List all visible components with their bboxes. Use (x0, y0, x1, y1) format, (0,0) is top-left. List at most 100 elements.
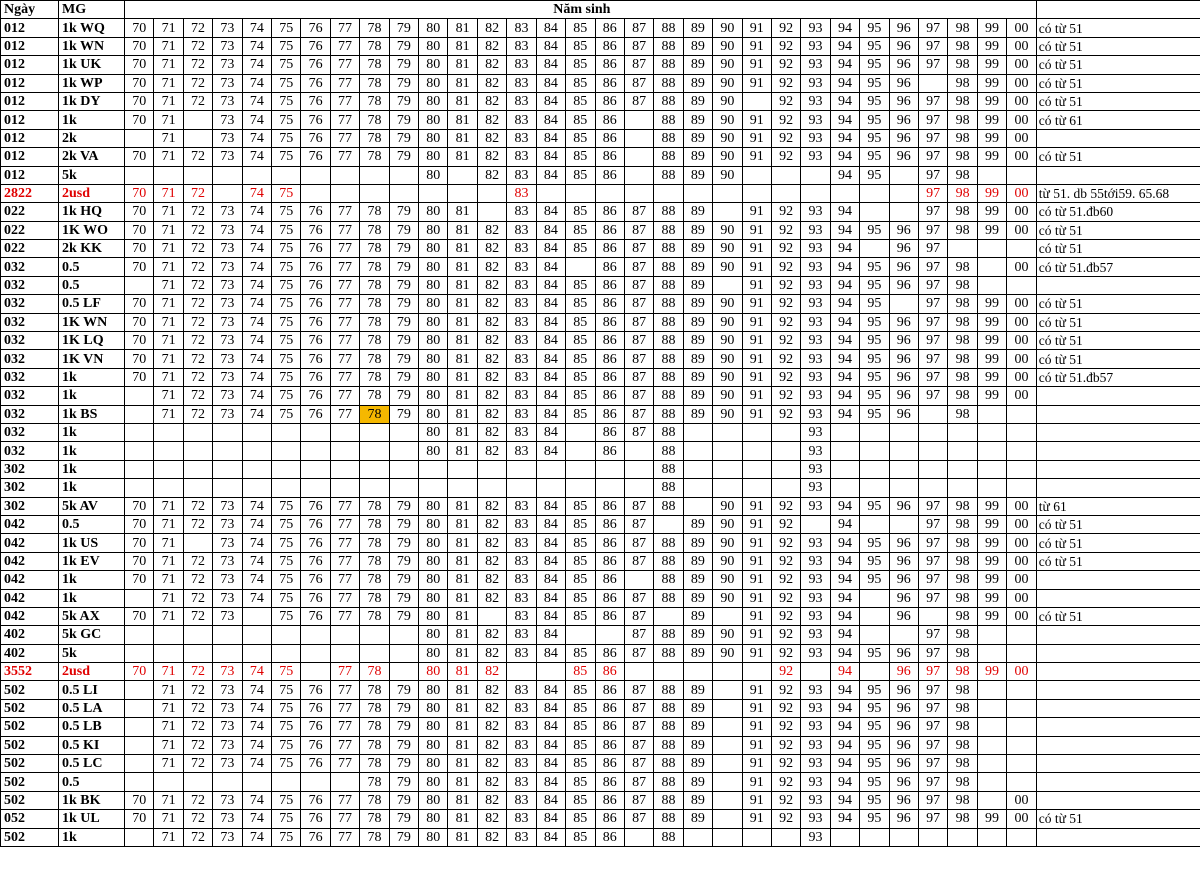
year-cell (859, 827, 890, 847)
table-row: 032 0.5 70 71 72 73 74 75 76 77 78 79 80 81 82 83 84 86 87… (0, 257, 1200, 277)
year-cell: 84 (535, 239, 567, 259)
year-cell: 80 (418, 441, 449, 461)
mg-cell: 0.5 LC (58, 754, 125, 774)
year-cell: 75 (271, 606, 302, 627)
year-cell: 76 (300, 717, 331, 737)
year-cell: 78 (359, 754, 390, 774)
year-cell: 80 (418, 331, 449, 351)
year-cell: 91 (741, 606, 772, 627)
year-cell: 78 (359, 570, 390, 590)
day-cell: 042 (0, 533, 59, 553)
year-cell: 00 (1006, 809, 1037, 829)
year-cell: 73 (212, 754, 243, 774)
year-cell: 78 (359, 735, 390, 756)
year-cell: 98 (947, 312, 978, 333)
year-cell: 96 (888, 790, 919, 811)
year-cell: 98 (947, 533, 978, 553)
year-cell: 84 (535, 422, 567, 443)
year-cell (388, 422, 420, 443)
year-cell: 80 (418, 754, 449, 774)
mg-cell: 1k BS (58, 404, 125, 424)
year-cell: 81 (447, 698, 478, 719)
year-cell: 83 (506, 257, 537, 277)
year-cell: 80 (418, 239, 449, 259)
year-cell: 87 (623, 680, 655, 700)
year-cell: 83 (506, 91, 537, 112)
year-cell: 83 (506, 717, 537, 737)
year-cell: 88 (653, 551, 684, 572)
year-cell (976, 680, 1008, 700)
mg-cell: 1k BK (58, 790, 125, 811)
year-cell: 72 (182, 147, 214, 167)
mg-cell: 1k (58, 827, 125, 847)
year-cell: 74 (241, 754, 273, 774)
year-cell: 74 (241, 404, 273, 424)
year-cell: 85 (565, 717, 596, 737)
year-cell: 77 (329, 331, 361, 351)
year-cell (712, 754, 743, 774)
year-cell: 91 (741, 404, 772, 424)
year-cell: 80 (418, 570, 449, 590)
note-cell: có từ 51 (1035, 18, 1200, 38)
year-cell: 82 (476, 625, 508, 645)
year-cell: 90 (712, 643, 743, 664)
year-cell: 89 (682, 110, 714, 130)
table-row: 502 0.5 78 79 80 81 82 83 84 85 86 87 88 89 91 92 93 94 95… (0, 772, 1200, 792)
year-cell (888, 625, 919, 645)
year-cell: 71 (153, 147, 184, 167)
year-cell: 76 (300, 294, 331, 314)
year-cell: 85 (565, 91, 596, 112)
year-cell: 98 (947, 55, 978, 75)
note-cell (1035, 717, 1200, 737)
year-cell: 91 (741, 717, 772, 737)
year-cell: 95 (859, 220, 890, 241)
year-cell: 97 (917, 202, 949, 222)
year-cell (182, 459, 214, 480)
year-cell: 71 (153, 331, 184, 351)
year-cell: 93 (800, 367, 831, 388)
year-cell: 78 (359, 827, 390, 847)
year-cell (300, 165, 331, 185)
year-cell: 80 (418, 422, 449, 443)
year-cell: 81 (447, 18, 478, 38)
year-cell: 99 (976, 55, 1008, 75)
year-cell (182, 110, 214, 130)
year-cell (623, 459, 655, 480)
year-cell: 79 (388, 331, 420, 351)
day-cell: 012 (0, 55, 59, 75)
year-cell (859, 183, 890, 204)
year-cell: 95 (859, 680, 890, 700)
year-cell: 82 (476, 772, 508, 792)
note-cell: có từ 51 (1035, 551, 1200, 572)
year-cell (182, 533, 214, 553)
year-cell (212, 772, 243, 792)
mg-cell: 0.5 LA (58, 698, 125, 719)
year-cell: 75 (271, 551, 302, 572)
year-cell (829, 459, 861, 480)
year-cell: 79 (388, 73, 420, 93)
table-row: 012 1k UK 70 71 72 73 74 75 76 77 78 79 80 81 82 83 84 85… (0, 55, 1200, 75)
year-cell (153, 422, 184, 443)
year-cell: 93 (800, 73, 831, 93)
year-cell: 73 (212, 257, 243, 277)
year-cell (741, 662, 772, 682)
year-cell: 81 (447, 827, 478, 847)
year-cell: 87 (623, 717, 655, 737)
table-row: 032 0.5 LF 70 71 72 73 74 75 76 77 78 79 80 81 82 83 84 8… (0, 294, 1200, 314)
year-cell: 78 (359, 367, 390, 388)
year-cell: 89 (682, 386, 714, 406)
year-cell: 82 (476, 533, 508, 553)
year-cell: 99 (976, 36, 1008, 57)
year-cell: 80 (418, 367, 449, 388)
year-cell: 91 (741, 533, 772, 553)
year-cell: 00 (1006, 147, 1037, 167)
year-cell: 84 (535, 570, 567, 590)
day-cell: 012 (0, 147, 59, 167)
year-cell: 75 (271, 570, 302, 590)
year-cell (800, 662, 831, 682)
year-cell (653, 514, 684, 535)
year-cell: 97 (917, 533, 949, 553)
year-cell: 76 (300, 367, 331, 388)
year-cell: 97 (917, 257, 949, 277)
year-cell: 85 (565, 790, 596, 811)
